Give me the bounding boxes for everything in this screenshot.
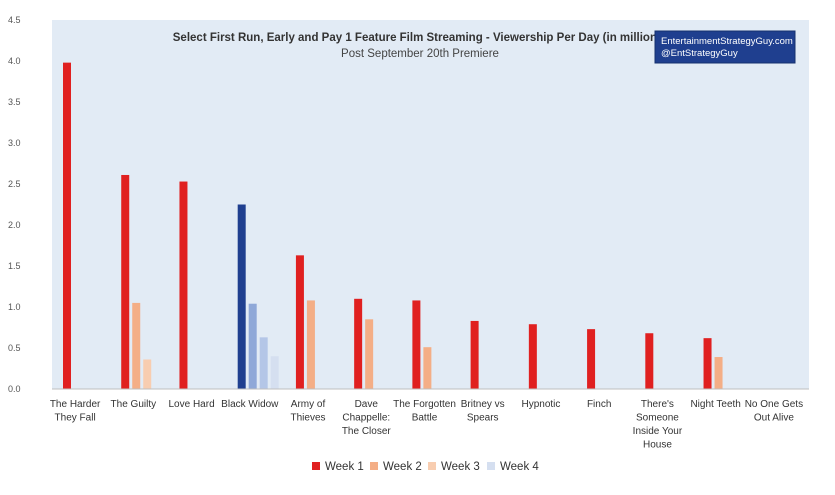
category-label: Spears bbox=[467, 413, 499, 424]
category-label: The Closer bbox=[342, 426, 392, 437]
category-label: Chappelle: bbox=[342, 413, 390, 424]
category-label: Love Hard bbox=[169, 399, 215, 410]
category-label: There's bbox=[641, 399, 674, 410]
legend-swatch bbox=[370, 462, 378, 470]
bar-black-widow-week-3 bbox=[259, 337, 268, 389]
bar-black-widow-week-1 bbox=[237, 204, 246, 389]
legend-swatch bbox=[428, 462, 436, 470]
y-tick-label: 2.0 bbox=[8, 220, 21, 230]
bar-week-2 bbox=[423, 347, 432, 389]
y-tick-label: 1.0 bbox=[8, 302, 21, 312]
bar-week-2 bbox=[132, 302, 141, 389]
bar-week-1 bbox=[412, 300, 421, 389]
bar-week-1 bbox=[587, 329, 596, 389]
y-tick-label: 3.0 bbox=[8, 138, 21, 148]
legend-swatch bbox=[487, 462, 495, 470]
category-label: The Forgotten bbox=[393, 399, 456, 410]
bar-week-1 bbox=[703, 338, 712, 389]
bar-black-widow-week-2 bbox=[248, 303, 257, 389]
legend-label: Week 4 bbox=[500, 461, 539, 473]
y-tick-label: 2.5 bbox=[8, 179, 21, 189]
category-label: Battle bbox=[412, 413, 438, 424]
y-tick-label: 4.0 bbox=[8, 56, 21, 66]
bar-week-3 bbox=[143, 359, 152, 389]
chart-title: Select First Run, Early and Pay 1 Featur… bbox=[173, 32, 668, 44]
y-tick-label: 4.5 bbox=[8, 15, 21, 25]
category-label: Out Alive bbox=[754, 413, 794, 424]
category-label: They Fall bbox=[55, 413, 96, 424]
bar-week-1 bbox=[63, 62, 71, 389]
category-label: Finch bbox=[587, 399, 611, 410]
legend: Week 1 Week 2 Week 3 Week 4 bbox=[312, 461, 539, 473]
brand-handle: @EntStrategyGuy bbox=[661, 48, 738, 59]
bar-week-1 bbox=[179, 181, 188, 389]
category-label: Black Widow bbox=[221, 399, 279, 410]
category-label: The Guilty bbox=[111, 399, 157, 410]
brand-box: EntertainmentStrategyGuy.com @EntStrateg… bbox=[654, 30, 796, 64]
category-label: Hypnotic bbox=[522, 399, 561, 410]
legend-label: Week 1 bbox=[325, 461, 364, 473]
category-label: Army of bbox=[291, 399, 326, 410]
y-tick-label: 0.0 bbox=[8, 384, 21, 394]
category-label: Inside Your bbox=[633, 426, 683, 437]
legend-label: Week 2 bbox=[383, 461, 422, 473]
brand-url: EntertainmentStrategyGuy.com bbox=[661, 36, 793, 47]
category-label: Dave bbox=[355, 399, 379, 410]
y-axis: 0.0 0.5 1.0 1.5 2.0 2.5 3.0 3.5 4.0 4.5 bbox=[8, 15, 21, 394]
legend-label: Week 3 bbox=[441, 461, 480, 473]
bar-week-1 bbox=[295, 255, 304, 389]
bar-week-2 bbox=[365, 319, 374, 389]
plot-area bbox=[52, 20, 809, 389]
bar-week-1 bbox=[645, 333, 654, 389]
y-tick-label: 1.5 bbox=[8, 261, 21, 271]
bar-week-1 bbox=[528, 324, 537, 389]
chart-subtitle: Post September 20th Premiere bbox=[341, 48, 499, 60]
category-label: Thieves bbox=[291, 413, 326, 424]
legend-swatch bbox=[312, 462, 320, 470]
y-tick-label: 3.5 bbox=[8, 97, 21, 107]
bar-week-2 bbox=[306, 300, 315, 389]
bar-week-1 bbox=[354, 298, 363, 389]
bar-week-1 bbox=[470, 320, 479, 389]
category-label: House bbox=[643, 440, 672, 451]
x-axis-labels: The Harder They Fall The Guilty Love Hard Bl… bbox=[50, 399, 803, 451]
y-tick-label: 0.5 bbox=[8, 343, 21, 353]
category-label: Night Teeth bbox=[690, 399, 740, 410]
category-label: No One Gets bbox=[745, 399, 803, 410]
bar-week-1 bbox=[121, 174, 130, 389]
category-label: Someone bbox=[636, 413, 679, 424]
category-label: The Harder bbox=[50, 399, 101, 410]
bar-week-2 bbox=[714, 357, 723, 389]
bar-black-widow-week-4 bbox=[270, 356, 279, 389]
bars bbox=[63, 62, 723, 389]
category-label: Britney vs bbox=[461, 399, 505, 410]
